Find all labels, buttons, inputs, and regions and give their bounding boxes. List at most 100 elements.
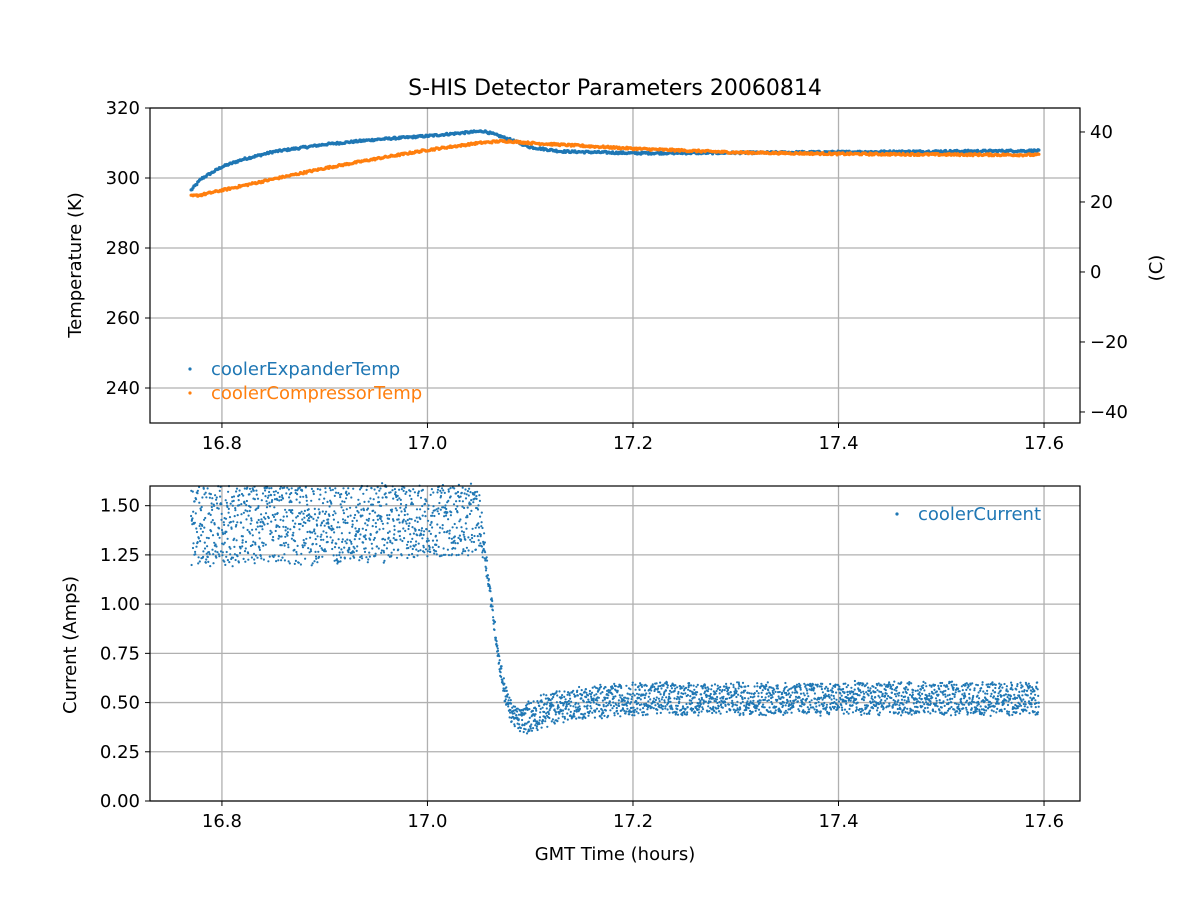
data-point (318, 498, 321, 501)
data-point (887, 685, 890, 688)
data-point (334, 512, 337, 515)
data-point (659, 681, 662, 684)
data-point (255, 493, 258, 496)
data-point (719, 712, 722, 715)
data-point (330, 524, 333, 528)
data-point (221, 554, 224, 557)
data-point (269, 529, 272, 532)
data-point (289, 528, 292, 531)
data-point (477, 504, 480, 507)
data-point (499, 671, 502, 674)
data-point (263, 523, 266, 526)
data-point (856, 701, 859, 704)
data-point (464, 522, 467, 525)
data-point (910, 682, 913, 685)
top-series (189, 129, 1041, 198)
data-point (655, 682, 658, 685)
data-point (341, 518, 345, 521)
data-point (261, 528, 264, 531)
data-point (267, 516, 270, 520)
data-point (399, 502, 403, 506)
data-point (626, 692, 629, 695)
data-point (636, 707, 639, 710)
data-point (538, 719, 541, 722)
data-point (871, 701, 874, 704)
data-point (287, 543, 290, 546)
data-point (308, 519, 311, 522)
data-point (317, 550, 320, 553)
data-point (764, 687, 767, 691)
data-point (222, 543, 225, 546)
data-point (544, 720, 547, 723)
data-point (442, 547, 445, 550)
data-point (557, 717, 560, 720)
data-point (900, 698, 904, 701)
data-point (314, 555, 318, 558)
data-point (622, 708, 625, 711)
data-point (680, 687, 683, 690)
data-point (356, 509, 359, 513)
data-point (357, 503, 360, 506)
data-point (220, 528, 224, 532)
data-point (858, 694, 861, 697)
data-point (631, 692, 635, 695)
data-point (590, 695, 593, 698)
data-point (878, 714, 881, 717)
data-point (816, 710, 820, 713)
data-point (320, 547, 323, 550)
data-point (785, 693, 788, 697)
data-point (436, 488, 440, 491)
data-point (262, 544, 265, 547)
data-point (462, 533, 465, 536)
data-point (421, 504, 424, 508)
data-point (393, 528, 396, 532)
data-point (464, 488, 467, 491)
data-point (201, 530, 204, 533)
data-point (710, 688, 713, 691)
data-point (916, 689, 919, 692)
data-point (460, 526, 463, 529)
data-point (329, 536, 332, 539)
data-point (414, 519, 417, 522)
data-point (293, 562, 296, 566)
data-point (884, 689, 887, 692)
data-point (342, 509, 345, 512)
data-point (257, 506, 260, 509)
data-point (456, 490, 460, 494)
data-point (809, 703, 812, 707)
data-point (239, 521, 243, 524)
data-point (478, 494, 481, 497)
data-point (307, 517, 310, 520)
data-point (798, 696, 801, 699)
data-point (332, 513, 335, 517)
data-point (871, 698, 874, 701)
data-point (921, 686, 925, 690)
data-point (229, 502, 232, 505)
data-point (345, 493, 349, 496)
data-point (311, 531, 314, 534)
data-point (468, 512, 472, 516)
data-point (257, 505, 260, 508)
data-point (402, 527, 405, 530)
data-point (374, 552, 377, 555)
data-point (567, 699, 571, 703)
data-point (337, 521, 340, 524)
data-point (621, 694, 624, 697)
data-point (633, 714, 636, 717)
data-point (240, 513, 243, 516)
data-point (321, 510, 324, 513)
data-point (249, 532, 252, 535)
data-point (604, 686, 607, 689)
data-point (387, 517, 391, 521)
data-point (346, 515, 350, 518)
data-point (507, 699, 510, 702)
data-point (822, 704, 825, 707)
data-point (429, 550, 432, 554)
data-point (385, 547, 388, 550)
data-point (832, 694, 835, 698)
data-point (296, 515, 299, 518)
data-point (210, 502, 213, 505)
data-point (628, 713, 631, 716)
data-point (220, 503, 223, 506)
data-point (287, 560, 290, 563)
